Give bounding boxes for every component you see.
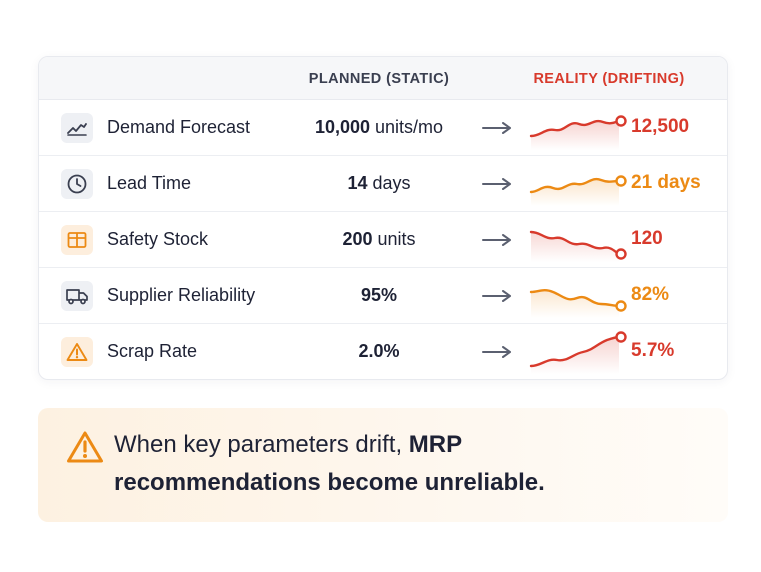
parameter-label: Lead Time xyxy=(107,173,192,193)
table-row-supplier-reliability: Supplier Reliability 95% 82% xyxy=(39,268,727,324)
truck-icon xyxy=(61,281,93,311)
reality-value: 5.7% xyxy=(631,340,675,361)
warning-callout: When key parameters drift, MRP recommend… xyxy=(38,408,728,522)
reality-value: 120 xyxy=(631,228,663,249)
planned-value: 95% xyxy=(360,285,398,305)
warning-icon xyxy=(67,431,103,463)
clock-icon xyxy=(61,169,93,199)
arrow-right-icon xyxy=(482,122,511,134)
planned-value: 14 days xyxy=(347,173,411,193)
comparison-table: PLANNED (STATIC) REALITY (DRIFTING) Dema… xyxy=(38,56,728,380)
trend-sparkline xyxy=(529,331,627,374)
parameter-label: Safety Stock xyxy=(107,229,209,249)
parameter-label: Scrap Rate xyxy=(107,341,198,361)
trend-sparkline xyxy=(529,230,627,262)
parameter-label: Supplier Reliability xyxy=(107,285,256,305)
arrow-right-icon xyxy=(482,346,511,358)
table-header: PLANNED (STATIC) REALITY (DRIFTING) xyxy=(39,57,727,100)
warning-icon xyxy=(61,337,93,367)
table-row-scrap-rate: Scrap Rate 2.0% 5.7% xyxy=(39,324,727,379)
arrow-right-icon xyxy=(482,234,511,246)
reality-column-header: REALITY (DRIFTING) xyxy=(533,71,685,87)
callout-message: When key parameters drift, MRP recommend… xyxy=(114,431,545,496)
box-icon xyxy=(61,225,93,255)
table-row-demand-forecast: Demand Forecast 10,000 units/mo 12,500 xyxy=(39,100,727,156)
table-row-safety-stock: Safety Stock 200 units 120 xyxy=(39,212,727,268)
trend-chart-icon xyxy=(61,113,93,143)
trend-sparkline xyxy=(529,289,627,318)
arrow-right-icon xyxy=(482,178,511,190)
planned-value: 200 units xyxy=(342,229,416,249)
arrow-right-icon xyxy=(482,290,511,302)
trend-sparkline xyxy=(529,115,627,150)
reality-value: 12,500 xyxy=(631,116,690,137)
table-row-lead-time: Lead Time 14 days 21 days xyxy=(39,156,727,212)
planned-value: 10,000 units/mo xyxy=(314,117,444,137)
planned-column-header: PLANNED (STATIC) xyxy=(308,71,450,87)
reality-value: 82% xyxy=(631,284,670,305)
planned-value: 2.0% xyxy=(358,341,400,361)
trend-sparkline xyxy=(529,175,627,206)
parameter-label: Demand Forecast xyxy=(107,117,251,137)
reality-value: 21 days xyxy=(631,172,701,193)
